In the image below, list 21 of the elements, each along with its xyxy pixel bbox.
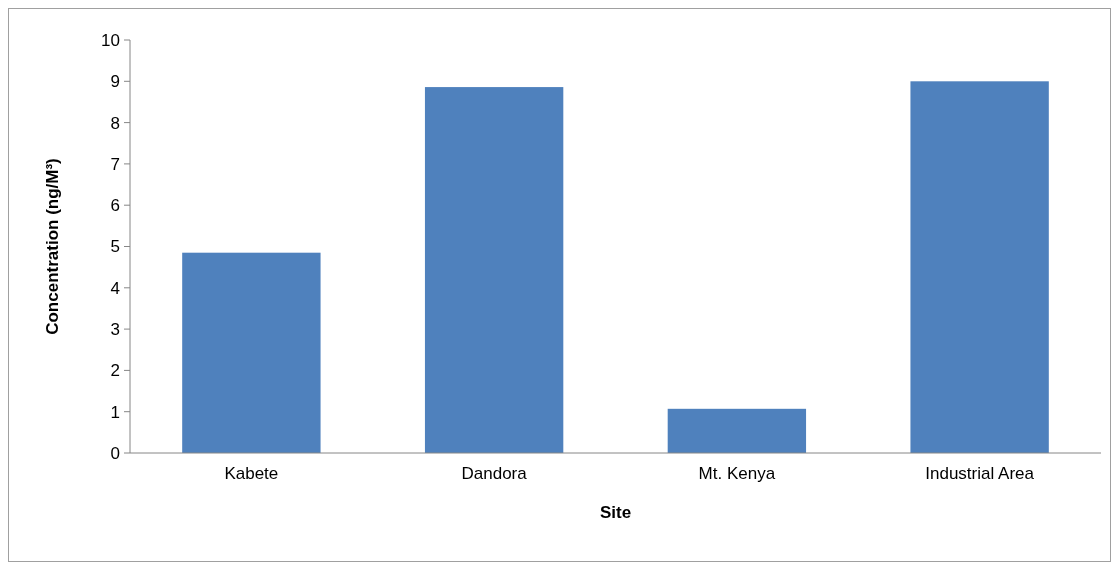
bar	[424, 87, 564, 453]
y-tick-label: 7	[110, 154, 120, 174]
y-tick-label: 8	[110, 113, 120, 133]
y-axis-title: Concentration (ng/M³)	[43, 158, 62, 335]
y-tick-label: 3	[110, 320, 120, 340]
y-tick-label: 1	[110, 402, 120, 422]
bar	[910, 81, 1049, 453]
y-tick-label: 4	[110, 278, 120, 298]
x-tick-label: Industrial Area	[925, 464, 1035, 483]
bar	[182, 252, 321, 453]
y-tick-label: 10	[101, 30, 120, 50]
y-tick-label: 5	[110, 237, 120, 257]
x-tick-label: Mt. Kenya	[698, 464, 776, 483]
x-tick-label: Kabete	[224, 464, 279, 483]
y-tick-label: 6	[110, 196, 120, 216]
bar	[667, 408, 807, 453]
y-tick-label: 2	[110, 361, 120, 381]
x-axis-title: Site	[599, 503, 632, 522]
y-tick-label: 9	[110, 72, 120, 92]
y-tick-label: 0	[110, 443, 120, 463]
x-tick-label: Dandora	[461, 464, 528, 483]
